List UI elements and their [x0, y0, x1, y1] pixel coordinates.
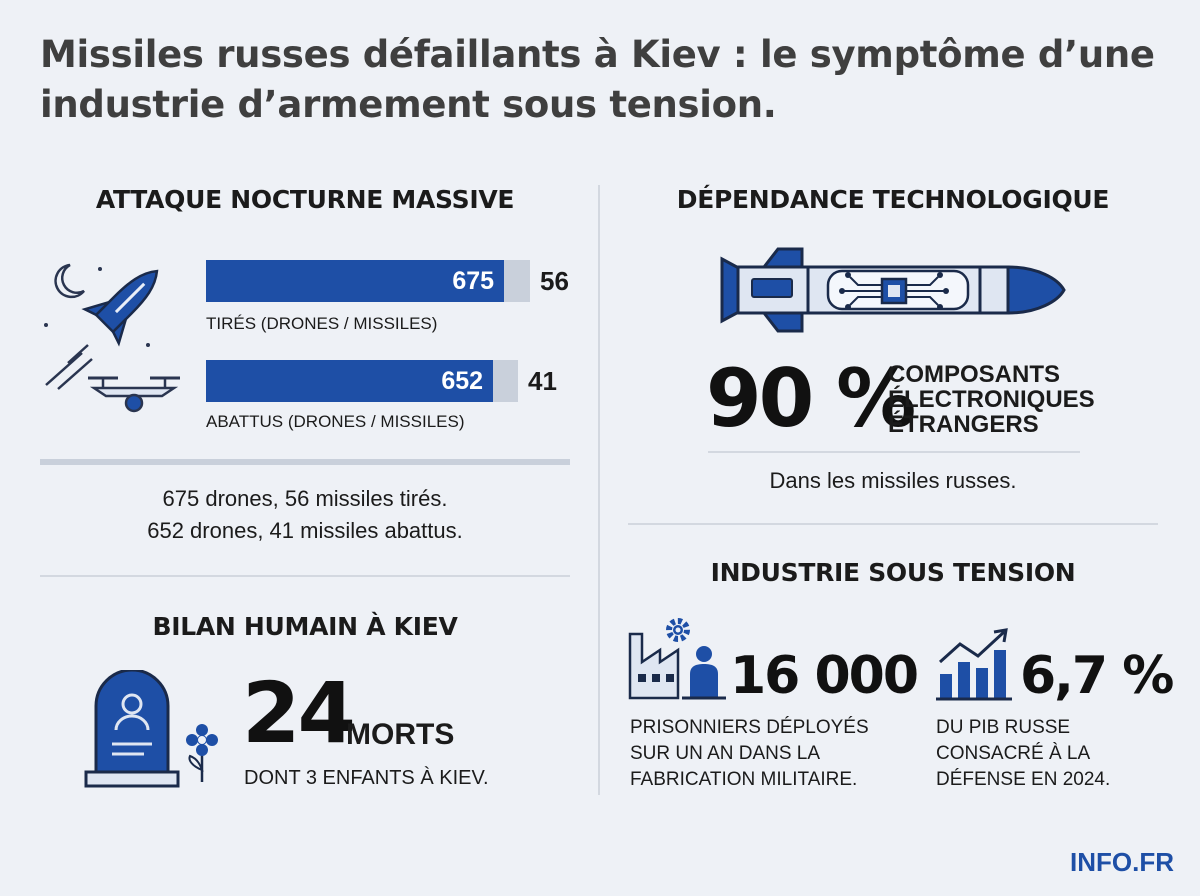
flower-icon [186, 724, 218, 782]
attack-heading: ATTAQUE NOCTURNE MASSIVE [95, 185, 515, 214]
downed-caption: ABATTUS (DRONES / MISSILES) [206, 412, 465, 431]
rocket-icon [44, 263, 159, 390]
attack-summary-1: 675 drones, 56 missiles tirés. [162, 486, 448, 511]
moon-icon [54, 263, 85, 299]
prisoners-caption: PRISONNIERS DÉPLOYÉS SUR UN AN DANS LA F… [630, 715, 869, 793]
brand-logo[interactable]: INFO.FR [1070, 847, 1174, 877]
human-heading: BILAN HUMAIN À KIEV [152, 612, 458, 641]
components-line-1: COMPOSANTS [888, 361, 1061, 388]
prisoners-caption-line-1: PRISONNIERS DÉPLOYÉS [630, 717, 869, 738]
industry-heading: INDUSTRIE SOUS TENSION [710, 558, 1076, 587]
components-line-3: ÉTRANGERS [888, 411, 1039, 438]
foreign-components-percent: 90 % [706, 352, 916, 445]
gdp-caption-line-1: DU PIB RUSSE [936, 717, 1071, 738]
tombstone-icon [84, 670, 218, 788]
prisoners-value: 16 000 [730, 646, 919, 706]
fired-bar-fill [206, 260, 505, 302]
tech-inner-separator [708, 451, 1080, 453]
death-detail: DONT 3 ENFANTS À KIEV. [244, 767, 489, 789]
death-unit: MORTS [346, 718, 455, 751]
tech-note: Dans les missiles russes. [769, 468, 1017, 493]
left-separator [40, 575, 570, 577]
fired-caption: TIRÉS (DRONES / MISSILES) [206, 314, 438, 333]
prisoners-caption-line-2: SUR UN AN DANS LA [630, 743, 821, 764]
column-divider [598, 185, 600, 795]
downed-secondary-value: 41 [528, 366, 557, 396]
attack-summary-2: 652 drones, 41 missiles abattus. [147, 518, 463, 543]
components-label: COMPOSANTS ÉLECTRONIQUES ÉTRANGERS [888, 362, 1095, 437]
gdp-caption-line-3: DÉFENSE EN 2024. [936, 769, 1111, 790]
gdp-caption-line-2: CONSACRÉ À LA [936, 743, 1091, 764]
prisoners-caption-line-3: FABRICATION MILITAIRE. [630, 769, 858, 790]
bars-baseline [40, 459, 570, 465]
components-line-2: ÉLECTRONIQUES [888, 386, 1095, 413]
downed-main-value: 652 [441, 367, 484, 395]
gdp-value: 6,7 % [1020, 646, 1174, 706]
downed-bar: 652 [206, 360, 518, 402]
fired-secondary-value: 56 [540, 266, 569, 296]
fired-bar: 675 [206, 260, 530, 302]
fired-main-value: 675 [452, 267, 495, 295]
gdp-caption: DU PIB RUSSE CONSACRÉ À LA DÉFENSE EN 20… [936, 715, 1110, 793]
bar-growth-icon [936, 628, 1012, 701]
missile-chip-icon [720, 247, 1066, 333]
page-title: Missiles russes défaillants à Kiev : le … [40, 33, 1155, 126]
right-separator [628, 523, 1158, 525]
factory-worker-icon [628, 618, 726, 700]
tech-heading: DÉPENDANCE TECHNOLOGIQUE [676, 185, 1110, 214]
downed-bar-fill [206, 360, 494, 402]
drone-icon [88, 376, 180, 413]
death-count: 24 [242, 664, 356, 762]
